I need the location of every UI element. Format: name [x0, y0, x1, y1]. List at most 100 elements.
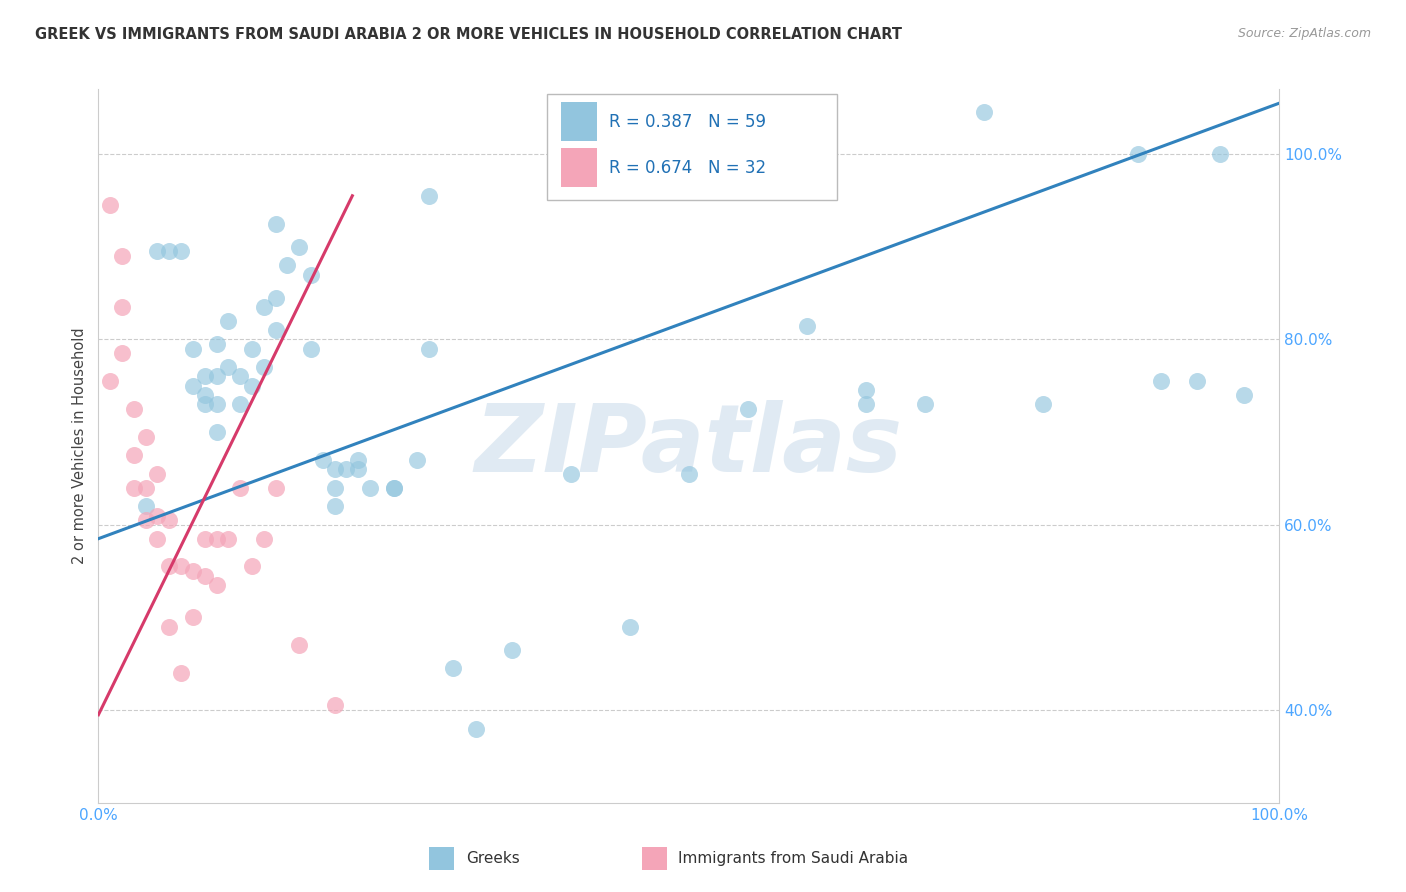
Point [288, 240, 311, 254]
Text: R = 0.674   N = 32: R = 0.674 N = 32 [609, 159, 766, 177]
Point [122, 448, 145, 462]
Point [359, 481, 381, 495]
Point [157, 244, 180, 259]
Point [205, 369, 228, 384]
Point [619, 620, 641, 634]
Point [253, 300, 276, 314]
Point [335, 462, 357, 476]
Point [418, 342, 440, 356]
Point [135, 481, 157, 495]
Point [1150, 374, 1173, 388]
Point [253, 360, 276, 375]
Point [240, 559, 263, 574]
Point [135, 513, 157, 527]
Point [98, 198, 121, 212]
Point [229, 481, 252, 495]
Point [264, 481, 287, 495]
Point [194, 397, 217, 411]
Point [796, 318, 818, 333]
Point [122, 481, 145, 495]
FancyBboxPatch shape [547, 95, 837, 200]
Point [855, 397, 877, 411]
Text: Immigrants from Saudi Arabia: Immigrants from Saudi Arabia [678, 851, 908, 866]
Point [170, 244, 193, 259]
Point [111, 249, 134, 263]
Point [1032, 397, 1054, 411]
Point [299, 342, 322, 356]
Point [111, 300, 134, 314]
Point [678, 467, 700, 481]
Point [135, 500, 157, 514]
Point [323, 462, 346, 476]
Point [135, 430, 157, 444]
Point [194, 388, 217, 402]
Point [406, 453, 429, 467]
Point [181, 342, 204, 356]
Point [194, 532, 217, 546]
Point [323, 500, 346, 514]
Point [264, 323, 287, 337]
Point [441, 661, 464, 675]
Point [299, 268, 322, 282]
Point [276, 258, 298, 272]
Point [973, 105, 995, 120]
Y-axis label: 2 or more Vehicles in Household: 2 or more Vehicles in Household [72, 327, 87, 565]
Point [323, 698, 346, 713]
Point [205, 397, 228, 411]
Text: GREEK VS IMMIGRANTS FROM SAUDI ARABIA 2 OR MORE VEHICLES IN HOUSEHOLD CORRELATIO: GREEK VS IMMIGRANTS FROM SAUDI ARABIA 2 … [35, 27, 903, 42]
Point [560, 467, 582, 481]
Point [288, 638, 311, 652]
Point [253, 532, 276, 546]
Point [157, 513, 180, 527]
Point [217, 360, 239, 375]
Point [737, 401, 759, 416]
Point [240, 378, 263, 392]
Text: ZIPatlas: ZIPatlas [475, 400, 903, 492]
Point [157, 559, 180, 574]
Point [264, 291, 287, 305]
Point [312, 453, 335, 467]
Point [229, 369, 252, 384]
Point [217, 532, 239, 546]
Point [170, 666, 193, 681]
Bar [561, 148, 596, 187]
Point [1233, 388, 1256, 402]
Text: Greeks: Greeks [465, 851, 519, 866]
Text: Source: ZipAtlas.com: Source: ZipAtlas.com [1237, 27, 1371, 40]
Point [98, 374, 121, 388]
Bar [561, 102, 596, 141]
Point [465, 722, 488, 736]
Point [382, 481, 405, 495]
Point [914, 397, 936, 411]
Point [855, 384, 877, 398]
Point [323, 481, 346, 495]
Text: R = 0.387   N = 59: R = 0.387 N = 59 [609, 113, 766, 131]
Point [264, 217, 287, 231]
Point [205, 578, 228, 592]
Point [1209, 147, 1232, 161]
Point [111, 346, 134, 360]
Point [194, 369, 217, 384]
Point [170, 559, 193, 574]
Point [122, 401, 145, 416]
Point [181, 378, 204, 392]
Point [347, 453, 370, 467]
Point [205, 337, 228, 351]
Point [205, 532, 228, 546]
Point [194, 568, 217, 582]
Point [501, 643, 523, 657]
Point [146, 532, 169, 546]
Point [240, 342, 263, 356]
Point [217, 314, 239, 328]
Point [1185, 374, 1208, 388]
Point [382, 481, 405, 495]
Point [181, 564, 204, 578]
Point [146, 508, 169, 523]
Point [347, 462, 370, 476]
Point [157, 620, 180, 634]
Point [146, 467, 169, 481]
Point [1126, 147, 1149, 161]
Point [418, 188, 440, 202]
Point [181, 610, 204, 624]
Point [205, 425, 228, 439]
